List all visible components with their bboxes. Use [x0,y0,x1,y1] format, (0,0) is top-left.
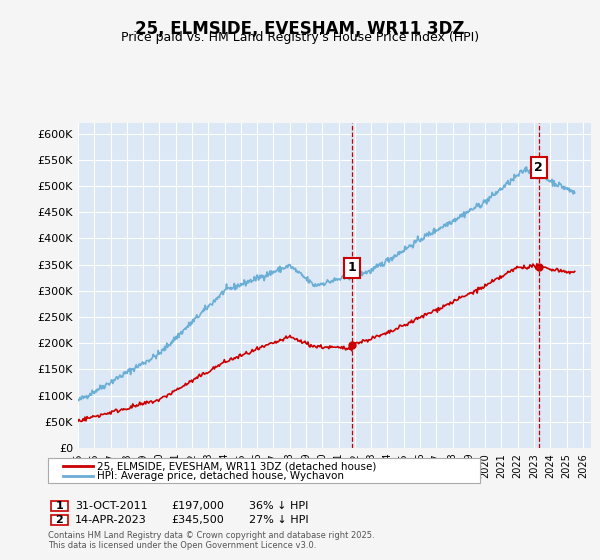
Text: 25, ELMSIDE, EVESHAM, WR11 3DZ (detached house): 25, ELMSIDE, EVESHAM, WR11 3DZ (detached… [97,460,377,470]
Text: HPI: Average price, detached house, Wychavon: HPI: Average price, detached house, Wych… [97,469,344,479]
Text: £345,500: £345,500 [171,515,224,525]
Text: 27% ↓ HPI: 27% ↓ HPI [249,515,308,525]
Text: Price paid vs. HM Land Registry's House Price Index (HPI): Price paid vs. HM Land Registry's House … [121,31,479,44]
Text: Contains HM Land Registry data © Crown copyright and database right 2025.
This d: Contains HM Land Registry data © Crown c… [48,530,374,550]
Text: HPI: Average price, detached house, Wychavon: HPI: Average price, detached house, Wych… [97,471,344,481]
Text: 2: 2 [535,161,543,174]
Text: 1: 1 [56,501,63,511]
Text: 36% ↓ HPI: 36% ↓ HPI [249,501,308,511]
Text: £197,000: £197,000 [171,501,224,511]
Text: 25, ELMSIDE, EVESHAM, WR11 3DZ (detached house): 25, ELMSIDE, EVESHAM, WR11 3DZ (detached… [97,461,377,472]
Text: 25, ELMSIDE, EVESHAM, WR11 3DZ: 25, ELMSIDE, EVESHAM, WR11 3DZ [135,20,465,38]
Text: 14-APR-2023: 14-APR-2023 [75,515,147,525]
Text: 1: 1 [348,262,356,274]
Text: 31-OCT-2011: 31-OCT-2011 [75,501,148,511]
Text: 2: 2 [56,515,63,525]
